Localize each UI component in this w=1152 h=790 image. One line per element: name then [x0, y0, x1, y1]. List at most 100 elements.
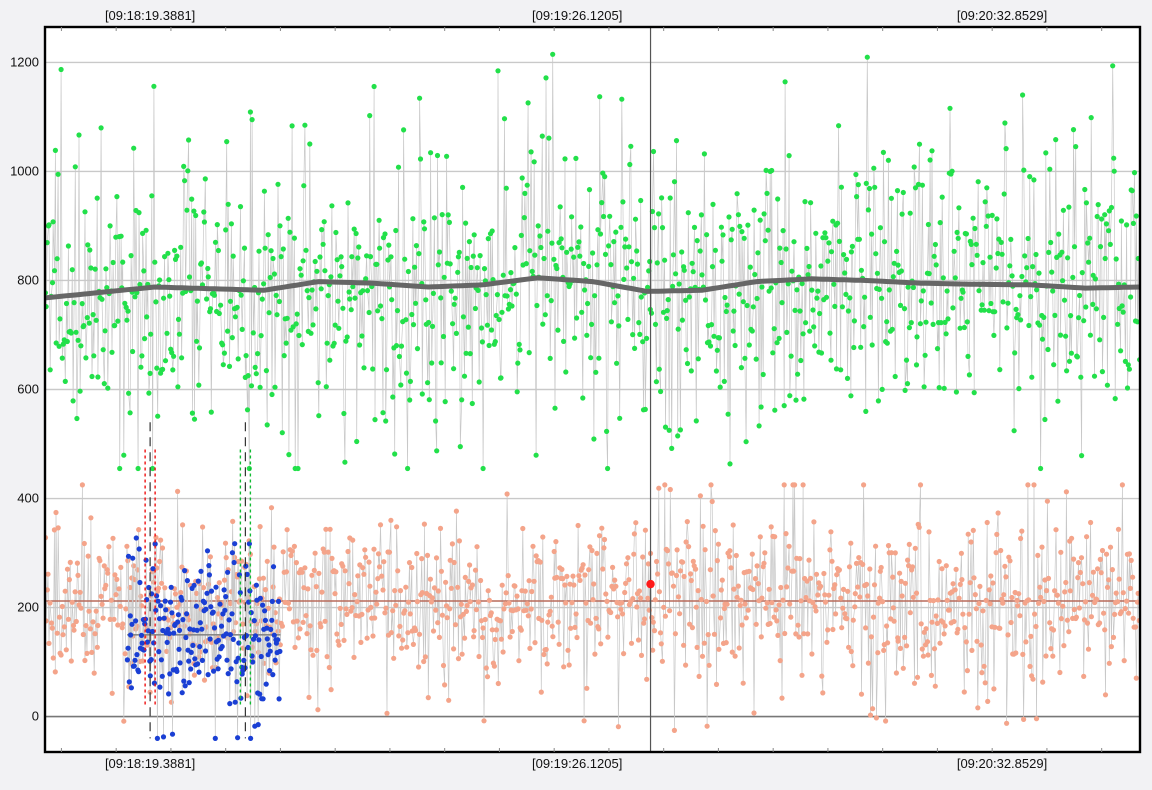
upper-data-point	[186, 137, 192, 143]
upper-data-point	[372, 417, 378, 423]
selected-data-point	[130, 555, 136, 561]
upper-data-point	[621, 276, 627, 282]
lower-data-point	[448, 585, 454, 591]
selected-data-point	[223, 594, 229, 600]
upper-data-point	[539, 133, 545, 139]
selected-data-point	[159, 673, 165, 679]
lower-data-point	[527, 645, 533, 652]
upper-data-point	[317, 254, 323, 260]
upper-data-point	[349, 254, 355, 260]
lower-data-point	[832, 582, 838, 588]
selected-data-point	[270, 672, 276, 678]
lower-data-point	[73, 618, 79, 625]
upper-data-point	[751, 207, 757, 213]
upper-data-point	[393, 227, 399, 234]
upper-data-point	[957, 325, 963, 331]
bottom-time-label: [09:18:19.3881]	[105, 756, 195, 771]
lower-data-point	[717, 615, 724, 621]
upper-data-point	[775, 196, 781, 202]
upper-data-point	[444, 153, 450, 159]
upper-data-point	[551, 256, 557, 262]
lower-data-point	[467, 599, 473, 605]
upper-data-point	[348, 307, 354, 313]
upper-data-point	[628, 143, 634, 149]
upper-data-point	[812, 343, 818, 349]
upper-data-point	[360, 288, 366, 294]
lower-data-point	[706, 662, 712, 668]
upper-data-point	[726, 214, 732, 220]
lower-data-point	[324, 654, 330, 660]
upper-data-point	[886, 287, 892, 293]
upper-data-point	[361, 365, 367, 371]
upper-data-point	[675, 433, 681, 439]
upper-data-point	[171, 353, 177, 359]
y-tick-label: 800	[17, 272, 39, 287]
lower-data-point	[123, 606, 129, 612]
upper-data-point	[227, 298, 233, 304]
lower-data-point	[455, 584, 461, 590]
upper-data-point	[794, 287, 800, 293]
lower-data-point	[312, 550, 318, 556]
lower-data-point	[550, 634, 556, 640]
upper-data-point	[999, 251, 1005, 257]
lower-data-point	[631, 551, 637, 557]
selected-data-point	[207, 636, 213, 642]
lower-data-point	[256, 576, 262, 582]
lower-data-point	[56, 614, 63, 620]
selected-data-point	[180, 617, 186, 623]
upper-data-point	[997, 367, 1003, 373]
upper-data-point	[419, 391, 425, 397]
lower-data-point	[704, 723, 710, 729]
upper-data-point	[1012, 350, 1018, 356]
lower-data-point	[1069, 535, 1075, 541]
upper-data-point	[841, 252, 847, 258]
upper-data-point	[304, 288, 310, 294]
upper-data-point	[623, 236, 629, 242]
upper-data-point	[958, 295, 964, 301]
upper-data-point	[248, 383, 255, 389]
lower-data-point	[522, 588, 528, 594]
upper-data-point	[240, 278, 246, 284]
upper-data-point	[402, 256, 408, 262]
upper-data-point	[531, 159, 537, 165]
lower-data-point	[576, 573, 582, 579]
lower-data-point	[360, 565, 366, 571]
lower-data-point	[942, 623, 948, 629]
y-tick-label: 400	[17, 491, 39, 506]
lower-data-point	[545, 619, 551, 625]
upper-data-point	[631, 275, 637, 281]
lower-data-point	[1032, 611, 1038, 617]
upper-data-point	[47, 367, 53, 373]
upper-data-point	[215, 247, 221, 254]
selected-data-point	[128, 632, 134, 638]
upper-data-point	[842, 270, 848, 276]
upper-data-point	[376, 217, 382, 223]
upper-data-point	[340, 305, 346, 311]
lower-data-point	[955, 626, 961, 632]
upper-data-point	[517, 347, 523, 353]
upper-data-point	[417, 95, 423, 101]
lower-data-point	[113, 592, 119, 598]
lower-data-point	[344, 611, 350, 618]
upper-data-point	[366, 309, 372, 316]
upper-data-point	[897, 302, 904, 308]
lower-data-point	[518, 627, 524, 633]
lower-data-point	[1041, 598, 1047, 605]
upper-data-point	[107, 223, 113, 229]
upper-data-point	[540, 321, 546, 327]
lower-data-point	[962, 625, 968, 631]
lower-data-point	[516, 658, 522, 664]
lower-data-point	[897, 570, 903, 576]
lower-data-point	[529, 588, 535, 595]
upper-data-point	[789, 268, 795, 274]
selected-data-point	[171, 630, 177, 636]
upper-data-point	[730, 328, 736, 334]
upper-data-point	[656, 366, 662, 372]
lower-data-point	[883, 718, 889, 724]
lower-data-point	[858, 691, 865, 697]
upper-data-point	[969, 262, 975, 268]
lower-data-point	[761, 560, 767, 566]
lower-data-point	[968, 539, 974, 545]
lower-data-point	[340, 563, 346, 569]
